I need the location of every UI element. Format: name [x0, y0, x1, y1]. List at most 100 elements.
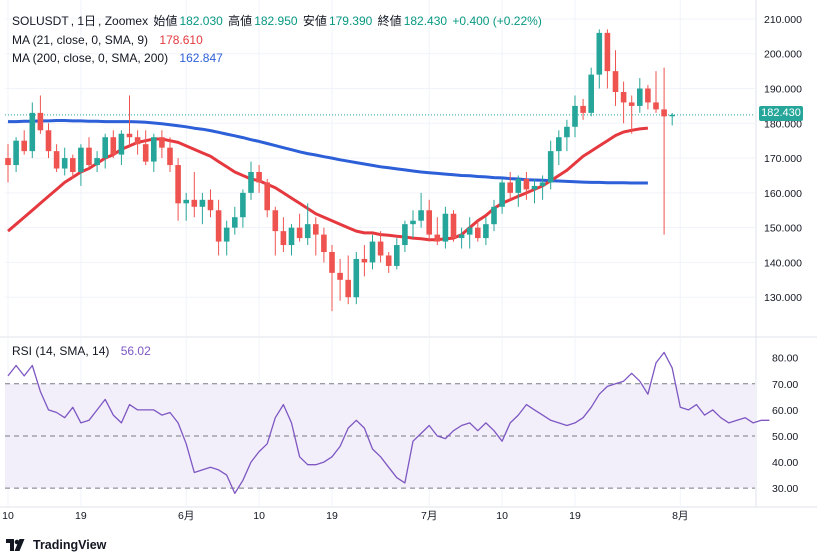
interval-label[interactable]: 1日	[77, 14, 97, 28]
candle	[264, 178, 270, 218]
candle	[102, 133, 108, 169]
tradingview-logo-icon	[6, 538, 28, 552]
change-value: +0.400 (+0.22%)	[452, 14, 542, 28]
candle	[215, 199, 222, 256]
candle	[612, 50, 619, 106]
ohlc-legend: SOLUSDT, 1日, Zoomex 始値 182.030 高値 182.950 …	[12, 14, 542, 28]
candle	[580, 98, 586, 120]
candle	[450, 210, 457, 242]
candle	[523, 172, 530, 200]
candle-body	[483, 224, 489, 239]
candle	[110, 130, 117, 159]
candle-body	[191, 199, 198, 207]
rsi-tick-label: 50.00	[772, 431, 798, 443]
candle	[248, 161, 254, 200]
candle-body	[215, 210, 222, 242]
candle	[321, 227, 327, 263]
candle	[86, 137, 92, 169]
candle-body	[434, 234, 441, 242]
high-label: 高値	[228, 14, 253, 28]
close-value: 182.430	[403, 14, 448, 28]
candle-body	[232, 217, 238, 228]
candle	[402, 220, 408, 252]
rsi-tick-label: 70.00	[772, 379, 798, 391]
candle	[272, 206, 279, 256]
candle	[345, 255, 351, 305]
high-value: 182.950	[254, 14, 298, 28]
ma200-legend[interactable]: MA (200, close, 0, SMA, 200) 162.847	[12, 51, 225, 65]
candle	[61, 147, 68, 176]
candle	[296, 213, 303, 242]
tradingview-logo[interactable]: TradingView	[6, 536, 106, 554]
candle	[78, 144, 84, 186]
candle-body	[288, 227, 295, 246]
time-tick-label: 19	[569, 510, 581, 522]
candle-body	[45, 130, 52, 152]
candle	[620, 81, 627, 124]
candle	[475, 220, 481, 242]
candle-body	[248, 172, 254, 193]
price-tick-label: 180.000	[764, 118, 802, 130]
open-label: 始値	[153, 14, 178, 28]
low-value: 179.390	[328, 14, 373, 28]
candle-body	[21, 140, 27, 152]
candle	[45, 123, 52, 159]
candle	[442, 206, 449, 249]
symbol-label: SOLUSDT	[12, 14, 69, 28]
candle	[507, 172, 513, 200]
candle-body	[272, 210, 279, 232]
rsi-line	[7, 351, 770, 495]
price-tick-label: 190.000	[764, 84, 802, 96]
candle	[588, 67, 594, 117]
candle-body	[313, 224, 319, 235]
candle	[604, 29, 611, 89]
candle	[539, 175, 546, 200]
candle-body	[53, 151, 60, 169]
candle-body	[240, 192, 246, 218]
candle-body	[207, 199, 214, 211]
candle	[499, 178, 505, 214]
candle	[637, 78, 643, 113]
candle-body	[321, 234, 327, 252]
candle	[547, 140, 554, 190]
candle-body	[377, 241, 384, 256]
candle-body	[345, 279, 351, 298]
candle-body	[572, 105, 578, 127]
rsi-bands	[5, 383, 755, 489]
candle-body	[110, 137, 117, 155]
price-tick-label: 170.000	[764, 153, 802, 165]
candle	[531, 178, 538, 204]
candle-body	[442, 213, 449, 242]
candle-body	[167, 147, 173, 166]
time-tick-label: 19	[326, 510, 338, 522]
candle-body	[458, 234, 465, 239]
candle-body	[531, 185, 538, 190]
candle	[167, 137, 173, 172]
candle-body	[499, 182, 505, 207]
candle-body	[596, 32, 603, 75]
price-tick-label: 150.000	[764, 223, 802, 235]
candle-body	[175, 165, 181, 204]
candle-body	[37, 112, 44, 131]
candle-body	[661, 109, 667, 117]
candle-body	[5, 158, 11, 166]
time-tick-label: 19	[75, 510, 87, 522]
ma21-legend[interactable]: MA (21, close, 0, SMA, 9) 178.610	[12, 33, 205, 47]
ma200-series	[8, 119, 648, 185]
candle	[126, 95, 133, 148]
candle-body	[523, 178, 530, 190]
candle	[313, 217, 319, 256]
rsi-legend[interactable]: RSI (14, SMA, 14) 56.02	[12, 344, 153, 358]
candle	[410, 210, 416, 239]
rsi-label: RSI (14, SMA, 14)	[12, 344, 110, 358]
candle	[337, 258, 343, 301]
candle-body	[223, 227, 230, 242]
candle	[434, 217, 441, 246]
candle-body	[126, 133, 133, 138]
candle-body	[78, 147, 84, 172]
candle	[256, 165, 262, 193]
candle-body	[353, 258, 360, 298]
ma21-value: 178.610	[159, 33, 203, 47]
candle-body	[134, 137, 141, 145]
